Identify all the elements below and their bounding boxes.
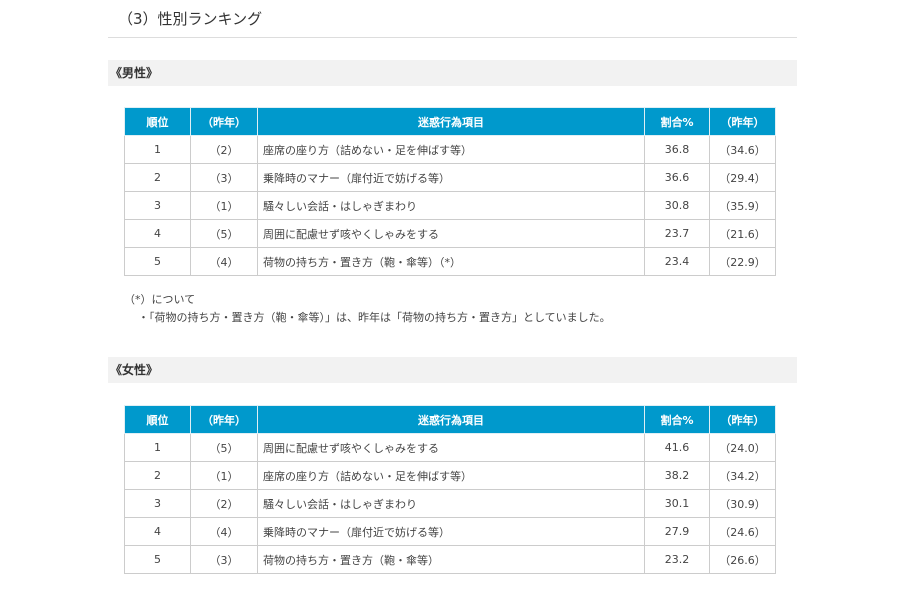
- cell-item: 乗降時のマナー（扉付近で妨げる等）: [257, 517, 645, 546]
- male-section-heading: 《男性》: [108, 60, 797, 86]
- column-header-percent: 割合%: [644, 107, 710, 136]
- column-header-last-year-rank: （昨年）: [190, 405, 258, 434]
- cell-percent: 23.2: [644, 545, 710, 574]
- cell-percent: 36.8: [644, 135, 710, 164]
- cell-last-year-percent: （29.4）: [709, 163, 776, 192]
- cell-rank: 1: [124, 433, 191, 462]
- cell-percent: 36.6: [644, 163, 710, 192]
- cell-rank: 5: [124, 545, 191, 574]
- cell-rank: 3: [124, 191, 191, 220]
- cell-item: 荷物の持ち方・置き方（鞄・傘等）（*）: [257, 247, 645, 276]
- column-header-item: 迷惑行為項目: [257, 107, 645, 136]
- table-row: 2 （3） 乗降時のマナー（扉付近で妨げる等） 36.6 （29.4）: [124, 163, 776, 192]
- cell-last-year-rank: （5）: [190, 433, 258, 462]
- table-row: 3 （1） 騒々しい会話・はしゃぎまわり 30.8 （35.9）: [124, 191, 776, 220]
- cell-rank: 2: [124, 461, 191, 490]
- cell-rank: 1: [124, 135, 191, 164]
- cell-last-year-percent: （21.6）: [709, 219, 776, 248]
- female-ranking-table: 順位 （昨年） 迷惑行為項目 割合% （昨年） 1 （5） 周囲に配慮せず咳やくしゃみをする 4…: [124, 405, 776, 574]
- cell-last-year-rank: （1）: [190, 461, 258, 490]
- column-header-last-year-rank: （昨年）: [190, 107, 258, 136]
- cell-percent: 30.1: [644, 489, 710, 518]
- cell-last-year-percent: （24.0）: [709, 433, 776, 462]
- cell-last-year-rank: （4）: [190, 517, 258, 546]
- cell-last-year-rank: （2）: [190, 489, 258, 518]
- cell-percent: 23.7: [644, 219, 710, 248]
- cell-rank: 2: [124, 163, 191, 192]
- cell-rank: 4: [124, 219, 191, 248]
- table-row: 4 （4） 乗降時のマナー（扉付近で妨げる等） 27.9 （24.6）: [124, 517, 776, 546]
- cell-item: 騒々しい会話・はしゃぎまわり: [257, 191, 645, 220]
- cell-last-year-rank: （1）: [190, 191, 258, 220]
- column-header-last-year-percent: （昨年）: [709, 405, 776, 434]
- column-header-item: 迷惑行為項目: [257, 405, 645, 434]
- cell-last-year-percent: （34.2）: [709, 461, 776, 490]
- cell-percent: 27.9: [644, 517, 710, 546]
- cell-last-year-rank: （2）: [190, 135, 258, 164]
- column-header-percent: 割合%: [644, 405, 710, 434]
- cell-last-year-rank: （5）: [190, 219, 258, 248]
- divider: [108, 37, 797, 38]
- female-section-heading: 《女性》: [108, 357, 797, 383]
- cell-item: 座席の座り方（詰めない・足を伸ばす等）: [257, 135, 645, 164]
- note-text: ・「荷物の持ち方・置き方（鞄・傘等）」は、昨年は「荷物の持ち方・置き方」としてい…: [138, 311, 611, 324]
- cell-last-year-percent: （22.9）: [709, 247, 776, 276]
- table-row: 2 （1） 座席の座り方（詰めない・足を伸ばす等） 38.2 （34.2）: [124, 461, 776, 490]
- page-title: （3）性別ランキング: [118, 10, 263, 28]
- cell-last-year-percent: （35.9）: [709, 191, 776, 220]
- cell-item: 騒々しい会話・はしゃぎまわり: [257, 489, 645, 518]
- cell-rank: 3: [124, 489, 191, 518]
- cell-rank: 4: [124, 517, 191, 546]
- column-header-rank: 順位: [124, 405, 191, 434]
- cell-last-year-percent: （26.6）: [709, 545, 776, 574]
- cell-last-year-rank: （3）: [190, 545, 258, 574]
- cell-item: 座席の座り方（詰めない・足を伸ばす等）: [257, 461, 645, 490]
- cell-item: 周囲に配慮せず咳やくしゃみをする: [257, 219, 645, 248]
- table-row: 5 （3） 荷物の持ち方・置き方（鞄・傘等） 23.2 （26.6）: [124, 545, 776, 574]
- cell-rank: 5: [124, 247, 191, 276]
- column-header-last-year-percent: （昨年）: [709, 107, 776, 136]
- note-heading: （*）について: [124, 293, 196, 306]
- cell-last-year-percent: （34.6）: [709, 135, 776, 164]
- table-row: 1 （2） 座席の座り方（詰めない・足を伸ばす等） 36.8 （34.6）: [124, 135, 776, 164]
- table-row: 1 （5） 周囲に配慮せず咳やくしゃみをする 41.6 （24.0）: [124, 433, 776, 462]
- cell-percent: 38.2: [644, 461, 710, 490]
- header-row: 順位 （昨年） 迷惑行為項目 割合% （昨年）: [124, 107, 776, 136]
- table-row: 5 （4） 荷物の持ち方・置き方（鞄・傘等）（*） 23.4 （22.9）: [124, 247, 776, 276]
- cell-item: 乗降時のマナー（扉付近で妨げる等）: [257, 163, 645, 192]
- cell-last-year-percent: （24.6）: [709, 517, 776, 546]
- header-row: 順位 （昨年） 迷惑行為項目 割合% （昨年）: [124, 405, 776, 434]
- cell-last-year-rank: （3）: [190, 163, 258, 192]
- cell-percent: 23.4: [644, 247, 710, 276]
- cell-last-year-percent: （30.9）: [709, 489, 776, 518]
- cell-last-year-rank: （4）: [190, 247, 258, 276]
- male-ranking-table: 順位 （昨年） 迷惑行為項目 割合% （昨年） 1 （2） 座席の座り方（詰めない・足を伸ばす…: [124, 107, 776, 276]
- table-row: 3 （2） 騒々しい会話・はしゃぎまわり 30.1 （30.9）: [124, 489, 776, 518]
- cell-item: 荷物の持ち方・置き方（鞄・傘等）: [257, 545, 645, 574]
- cell-percent: 30.8: [644, 191, 710, 220]
- cell-item: 周囲に配慮せず咳やくしゃみをする: [257, 433, 645, 462]
- table-row: 4 （5） 周囲に配慮せず咳やくしゃみをする 23.7 （21.6）: [124, 219, 776, 248]
- column-header-rank: 順位: [124, 107, 191, 136]
- cell-percent: 41.6: [644, 433, 710, 462]
